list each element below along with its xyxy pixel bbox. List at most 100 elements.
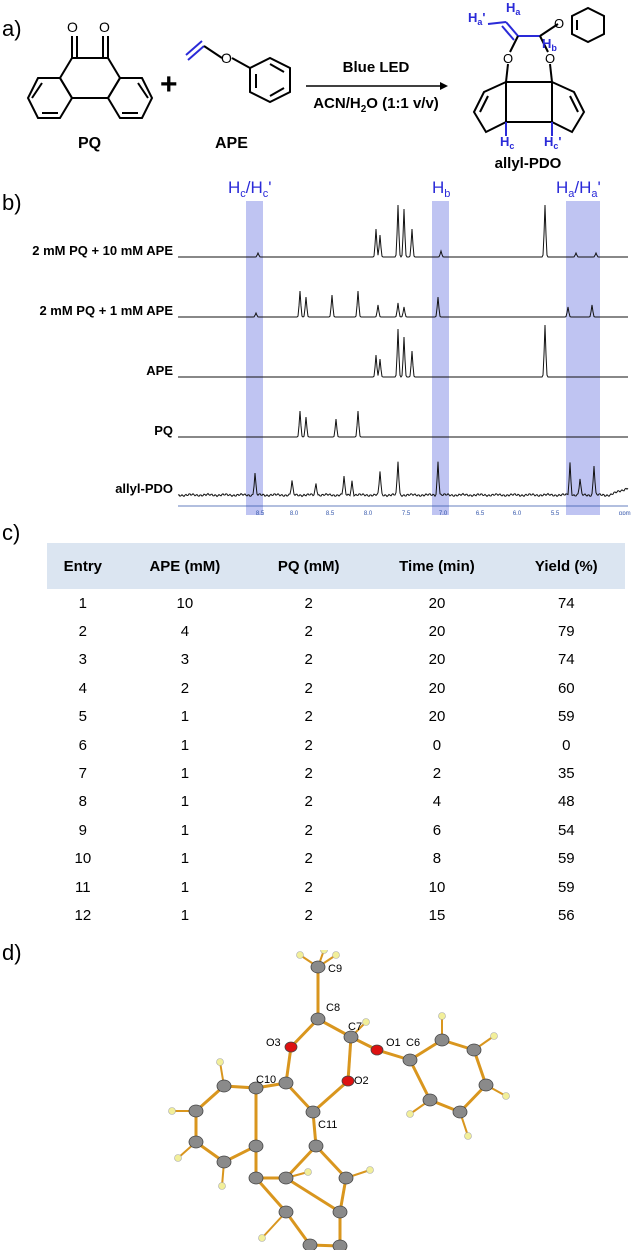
carbon-atom (478, 1078, 494, 1092)
table-header-cell: Time (min) (366, 543, 508, 589)
table-cell: 20 (428, 651, 446, 669)
pdo-o-right: O (545, 51, 555, 66)
nmr-trace-4 (178, 410, 628, 438)
table-cell: 6 (432, 821, 442, 839)
table-row: 12 1 2 15 56 (47, 901, 625, 929)
nmr-tick-label: 7.0 (439, 511, 448, 515)
table-cell: 59 (557, 878, 575, 896)
hydrogen-atom (490, 1032, 498, 1040)
table-cell: 1 (180, 793, 190, 811)
label-ha-prime: Ha' (468, 10, 486, 27)
nmr-tick-label: 8.5 (326, 511, 335, 515)
nmr-trace-label: 2 mM PQ + 10 mM APE (32, 243, 173, 258)
crystal-bond (284, 1211, 312, 1246)
table-cell: 59 (557, 850, 575, 868)
table-cell: 4 (78, 679, 87, 697)
panel-label-a: a) (2, 16, 22, 41)
atom-label: C7 (348, 1021, 362, 1033)
table-cell: 8 (432, 850, 442, 868)
table-cell: 2 (304, 708, 313, 726)
table-cell: 2 (304, 850, 313, 868)
table-row: 3 3 2 20 74 (47, 646, 625, 674)
carbon-atom (278, 1076, 294, 1090)
nmr-tick-label: 6.0 (513, 511, 522, 515)
crystal-bond (284, 1144, 318, 1180)
reaction-scheme: O O PQ + O APE Blue LED ACN/H2O (1:1 v/v… (26, 0, 605, 172)
table-cell: 2 (78, 623, 87, 641)
table-cell: 2 (432, 765, 442, 783)
table-cell: 1 (78, 594, 87, 612)
product-label: allyl-PDO (495, 155, 562, 172)
nmr-trace-2 (178, 290, 628, 318)
table-cell: 20 (428, 679, 446, 697)
table-cell: 2 (304, 623, 313, 641)
table-row: 2 4 2 20 79 (47, 617, 625, 645)
yield-table: Entry APE (mM) PQ (mM) Time (min) Yield (%) … (47, 543, 625, 930)
atom-label: O3 (266, 1037, 281, 1049)
table-cell: 35 (557, 765, 575, 783)
hydrogen-atom (304, 1168, 312, 1176)
carbon-atom (434, 1033, 450, 1047)
nmr-trace-label: 2 mM PQ + 1 mM APE (39, 303, 173, 318)
table-cell: 8 (78, 793, 87, 811)
label-ha: Ha (506, 0, 521, 17)
atom-label: O1 (386, 1037, 401, 1049)
carbon-atom (248, 1081, 264, 1095)
crystal-bond (408, 1059, 432, 1101)
carbon-atom (188, 1104, 204, 1118)
highlight-hc (246, 201, 263, 515)
pq-label: PQ (78, 135, 101, 152)
table-row: 7 1 2 2 35 (47, 759, 625, 787)
highlight-label-hb: Hb (432, 178, 450, 200)
table-cell: 1 (180, 906, 190, 924)
carbon-atom (302, 1238, 318, 1250)
table-cell: 56 (557, 906, 575, 924)
table-cell: 10 (428, 878, 446, 896)
table-row: 11 1 2 10 59 (47, 873, 625, 901)
table-cell: 0 (562, 736, 571, 754)
hydrogen-atom (258, 1234, 266, 1242)
allyl-pdo-structure (472, 6, 605, 136)
nmr-tick-label: 6.5 (476, 511, 485, 515)
label-hc: Hc (500, 134, 514, 151)
table-cell: 5 (78, 708, 87, 726)
carbon-atom (332, 1239, 348, 1250)
carbon-atom (278, 1205, 294, 1219)
nmr-tick-label: 8.0 (290, 511, 299, 515)
table-row: 10 1 2 8 59 (47, 845, 625, 873)
table-cell: 10 (74, 850, 92, 868)
hydrogen-atom (502, 1092, 510, 1100)
table-row: 9 1 2 6 54 (47, 816, 625, 844)
label-hc-prime: Hc' (544, 134, 562, 151)
table-header-cell: Yield (%) (507, 543, 625, 589)
table-row: 5 1 2 20 59 (47, 703, 625, 731)
table-cell: 0 (432, 736, 442, 754)
plus-sign: + (160, 68, 178, 101)
table-cell: 1 (180, 850, 190, 868)
table-cell: 2 (304, 679, 313, 697)
condition-bottom: ACN/H2O (1:1 v/v) (313, 95, 439, 115)
carbon-atom (402, 1053, 418, 1067)
nmr-axis-unit: ppm (619, 511, 631, 515)
table-cell: 11 (75, 878, 91, 896)
table-row: 8 1 2 4 48 (47, 788, 625, 816)
carbon-atom (248, 1139, 264, 1153)
table-cell: 20 (428, 708, 446, 726)
pq-o-left: O (67, 19, 78, 35)
table-cell: 12 (74, 906, 92, 924)
hydrogen-atom (320, 950, 328, 954)
carbon-atom (338, 1171, 354, 1185)
table-cell: 1 (180, 821, 190, 839)
carbon-atom (305, 1105, 321, 1119)
table-cell: 3 (180, 651, 190, 669)
atom-label: C6 (406, 1037, 420, 1049)
carbon-atom (216, 1079, 232, 1093)
carbon-atom (310, 960, 326, 974)
table-cell: 2 (304, 821, 313, 839)
table-cell: 2 (304, 651, 313, 669)
carbon-atom (422, 1093, 438, 1107)
table-cell: 60 (557, 679, 575, 697)
table-cell: 1 (180, 878, 190, 896)
carbon-atom (310, 1012, 326, 1026)
carbon-atom (216, 1155, 232, 1169)
